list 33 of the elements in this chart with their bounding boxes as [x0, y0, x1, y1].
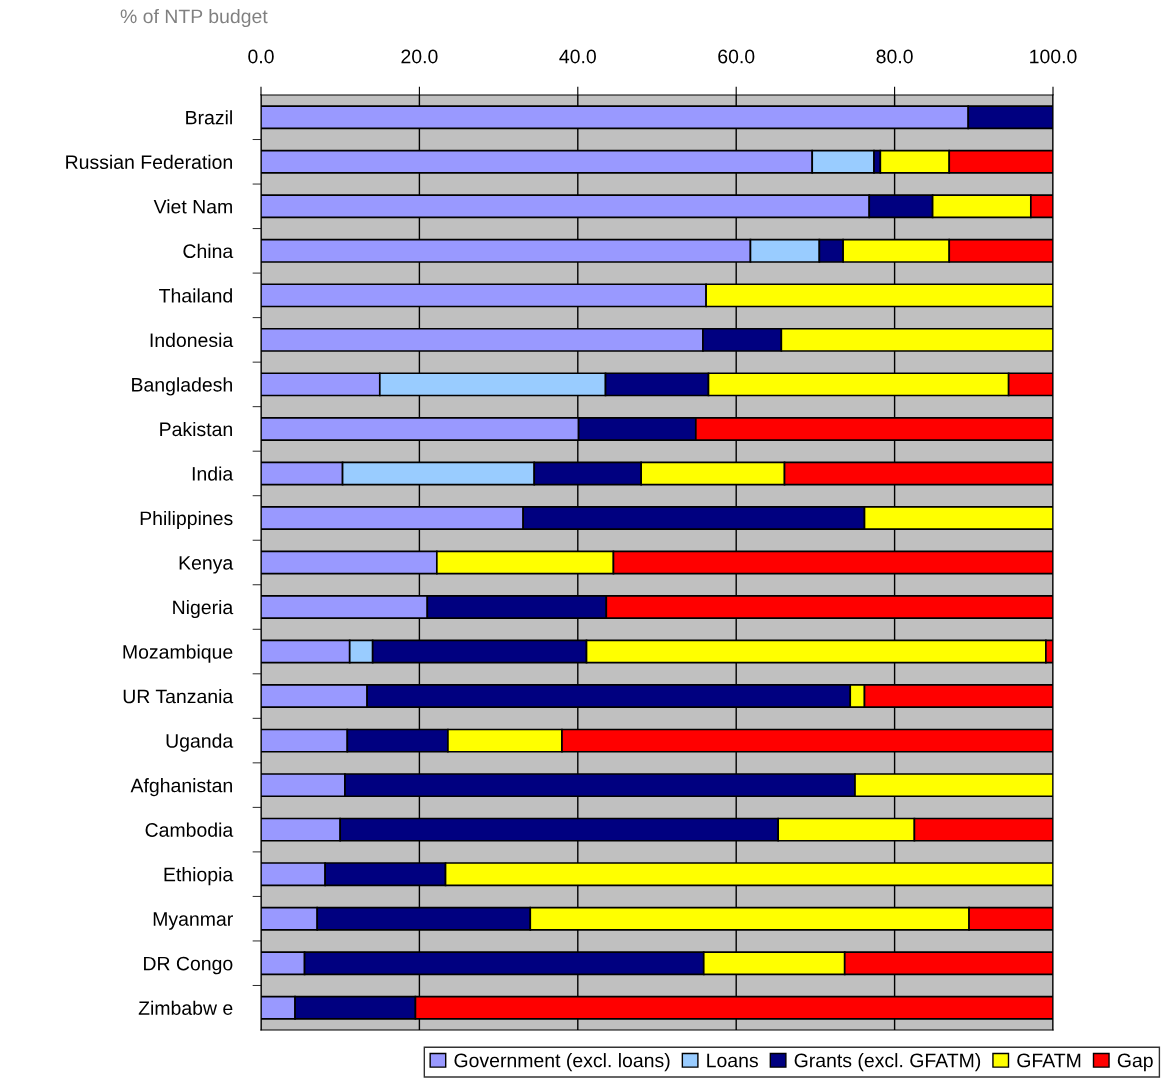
- legend-label: Gap: [1117, 1053, 1153, 1072]
- y-tick-label: Kenya: [179, 556, 234, 574]
- y-tick-label: Mozambique: [123, 644, 233, 663]
- x-tick-label: 100.0: [1030, 49, 1077, 64]
- x-tick-label: 80.0: [876, 49, 913, 64]
- y-tick-label: Zimbabw e: [138, 1000, 233, 1015]
- y-tick-label: Pakistan: [160, 421, 232, 437]
- y-tick-label: UR Tanzania: [123, 689, 234, 704]
- y-tick-label: Viet Nam: [153, 199, 232, 214]
- legend-label: Government (excl. loans): [454, 1053, 670, 1072]
- y-tick-label: Indonesia: [150, 332, 234, 348]
- y-tick-label: Afghanistan: [130, 778, 232, 797]
- y-tick-label: Bangladesh: [132, 377, 232, 396]
- y-tick-label: Ethiopia: [164, 867, 234, 886]
- x-axis-title: % of NTP budget: [120, 8, 268, 28]
- y-tick-label: Brazil: [186, 110, 232, 125]
- y-tick-label: India: [192, 466, 234, 481]
- legend-label: Grants (excl. GFATM): [794, 1053, 981, 1072]
- y-tick-label: Nigeria: [173, 599, 234, 619]
- y-tick-label: Philippines: [140, 510, 233, 530]
- y-tick-label: Russian Federation: [66, 154, 232, 170]
- y-tick-label: Myanmar: [153, 912, 233, 930]
- y-tick-label: Uganda: [166, 733, 234, 752]
- x-tick-label: 40.0: [559, 49, 596, 64]
- legend-label: Loans: [707, 1053, 758, 1068]
- x-tick-label: 0.0: [248, 49, 274, 64]
- y-tick-label: China: [183, 243, 234, 259]
- x-tick-label: 20.0: [401, 49, 438, 64]
- legend-label: GFATM: [1017, 1053, 1081, 1068]
- y-tick-label: Thailand: [159, 288, 232, 303]
- y-tick-label: DR Congo: [144, 956, 233, 975]
- y-tick-label: Cambodia: [145, 822, 234, 837]
- x-tick-label: 60.0: [718, 49, 755, 64]
